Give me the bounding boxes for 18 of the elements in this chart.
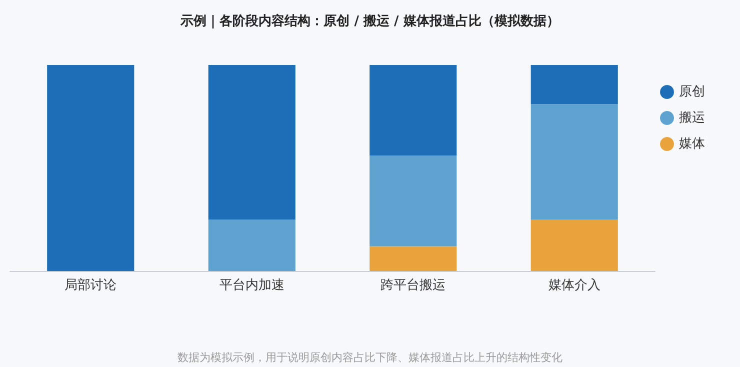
chart-title: 示例｜各阶段内容结构：原创 / 搬运 / 媒体报道占比（模拟数据） [180, 13, 560, 29]
bar [530, 220, 618, 271]
bar [370, 246, 457, 271]
bar [208, 220, 296, 271]
legend-label: 原创 [679, 84, 705, 100]
legend-label: 搬运 [679, 110, 705, 126]
x-tick-label: 局部讨论 [64, 278, 117, 293]
bar [370, 65, 457, 156]
bar [47, 65, 134, 271]
legend-label: 媒体 [679, 136, 705, 152]
x-tick-label: 平台内加速 [219, 278, 284, 293]
text: 数据为模拟示例，用于说明原创内容占比下降、媒体报道占比上升的结构性变化 [178, 351, 562, 364]
bar [530, 104, 618, 220]
bar [370, 156, 457, 246]
x-tick-label: 跨平台搬运 [380, 278, 446, 293]
bar [208, 65, 296, 220]
bar [530, 65, 618, 104]
x-tick-label: 媒体介入 [548, 278, 600, 293]
